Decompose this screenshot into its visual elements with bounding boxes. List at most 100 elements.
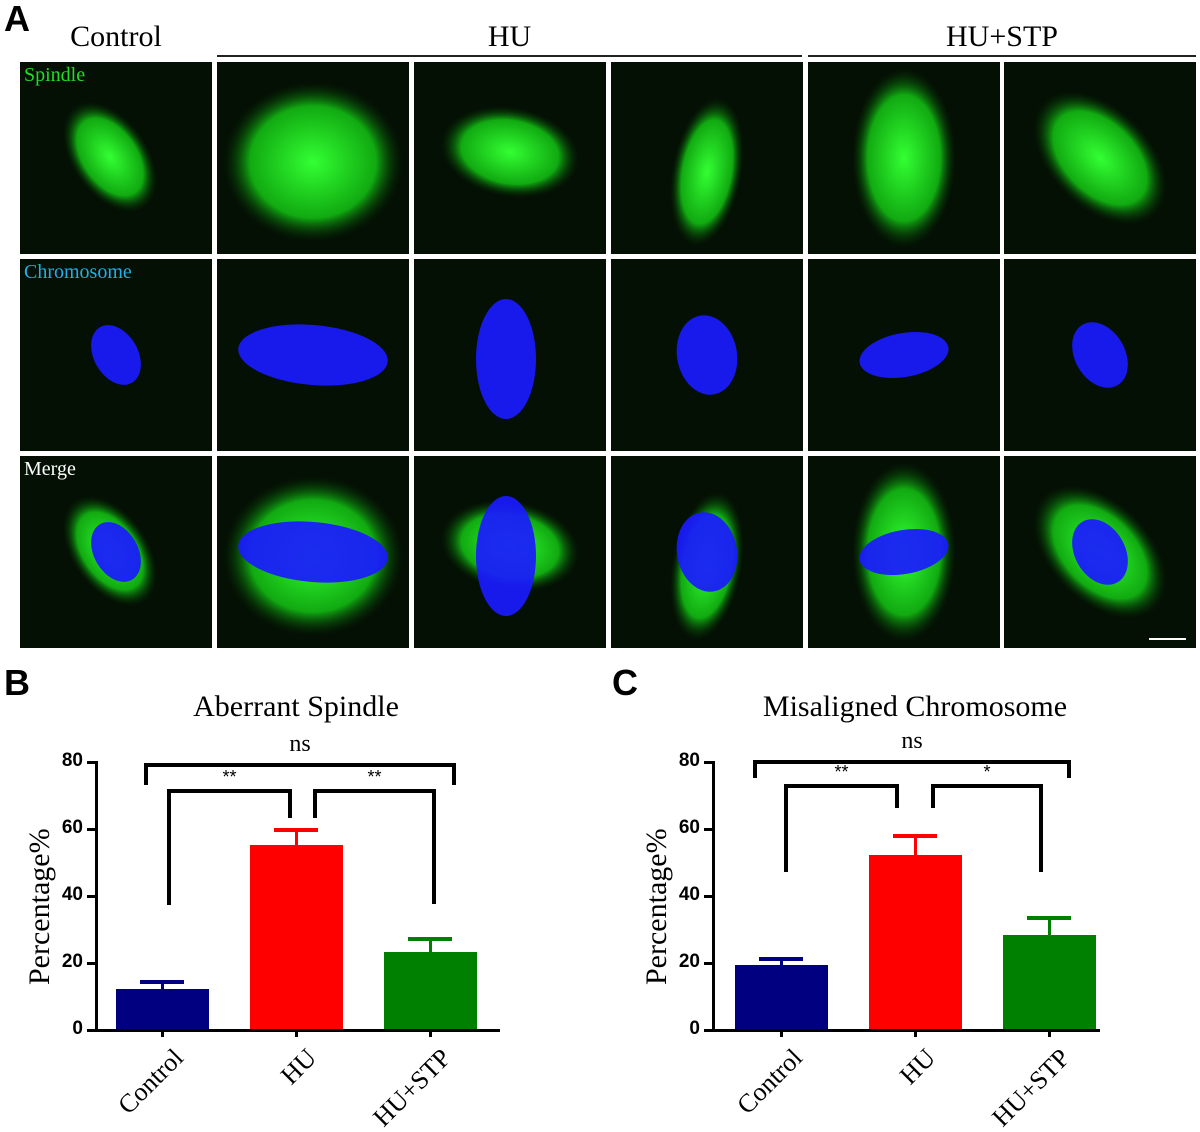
- micrograph-r1-c6: [1004, 62, 1196, 254]
- micrograph-r2-c3: [414, 259, 606, 451]
- micrograph-r1-c5: [808, 62, 1000, 254]
- significance-bracket: [895, 784, 899, 808]
- panel-c-letter: C: [612, 662, 638, 703]
- y-tick: [704, 761, 712, 764]
- bar-control: [734, 965, 828, 1029]
- hu-stp-group-line: [808, 55, 1196, 57]
- x-tick: [294, 1029, 298, 1037]
- y-tick: [704, 962, 712, 965]
- error-cap: [274, 827, 318, 832]
- y-tick: [87, 1029, 95, 1032]
- micrograph-r3-c6: [1004, 456, 1196, 648]
- significance-bracket: [1067, 760, 1071, 778]
- significance-bracket: [313, 789, 317, 818]
- micrograph-r3-c4: [611, 456, 803, 648]
- panel-a-letter: A: [4, 0, 30, 39]
- x-tick-label: Control: [111, 1043, 189, 1120]
- significance-label: **: [222, 767, 237, 787]
- bar-hu: [868, 854, 962, 1029]
- significance-label: *: [983, 762, 991, 782]
- micrograph-r3-c5: [808, 456, 1000, 648]
- micrograph-r1-c1: [20, 62, 212, 254]
- error-bar: [160, 982, 164, 989]
- y-tick-label: 60: [678, 817, 700, 838]
- micrograph-r2-c6: [1004, 259, 1196, 451]
- significance-bracket: [288, 789, 292, 818]
- x-tick: [913, 1029, 917, 1037]
- significance-bracket: [167, 789, 171, 905]
- error-cap: [140, 980, 184, 985]
- significance-bracket: [432, 789, 436, 904]
- significance-bracket: [144, 763, 456, 767]
- micrograph-r2-c5: [808, 259, 1000, 451]
- x-tick-label: HU: [275, 1043, 323, 1091]
- x-tick-label: HU+STP: [367, 1043, 457, 1132]
- y-tick: [87, 761, 95, 764]
- error-cap: [759, 956, 803, 961]
- y-tick-label: 0: [689, 1018, 700, 1039]
- x-tick: [779, 1029, 783, 1037]
- column-header-hu: HU: [487, 20, 532, 53]
- chart-title: Aberrant Spindle: [193, 690, 399, 723]
- significance-bracket: [931, 784, 1043, 788]
- row-label-spindle: Spindle: [24, 64, 86, 86]
- significance-label: ns: [289, 731, 311, 757]
- y-tick-label: 60: [61, 817, 83, 838]
- significance-bracket: [313, 789, 436, 793]
- micrograph-r1-c4: [611, 62, 803, 254]
- x-tick-label: HU+STP: [986, 1043, 1076, 1132]
- column-header-control: Control: [70, 20, 162, 53]
- significance-label: **: [834, 762, 849, 782]
- x-axis: [95, 1029, 500, 1032]
- panel-b-letter: B: [4, 662, 30, 703]
- y-axis: [95, 761, 98, 1031]
- column-header-hu-stp: HU+STP: [946, 20, 1058, 53]
- row-label-chromosome: Chromosome: [24, 261, 132, 283]
- micrograph-r2-c4: [611, 259, 803, 451]
- y-tick: [704, 828, 712, 831]
- y-tick-label: 80: [678, 750, 700, 771]
- y-tick: [87, 962, 95, 965]
- micrograph-r3-c1: [20, 456, 212, 648]
- micrograph-r2-c2: [217, 259, 409, 451]
- y-tick-label: 20: [61, 951, 83, 972]
- bar-hu-stp: [383, 951, 477, 1029]
- error-bar: [294, 829, 298, 845]
- micrograph-r2-c1: [20, 259, 212, 451]
- error-cap: [893, 834, 937, 839]
- significance-bracket: [1039, 784, 1043, 872]
- y-tick: [704, 1029, 712, 1032]
- scale-bar: [1149, 638, 1186, 640]
- row-label-merge: Merge: [24, 458, 76, 480]
- y-axis: [712, 761, 715, 1031]
- y-tick-label: 80: [61, 750, 83, 771]
- micrograph-r1-c3: [414, 62, 606, 254]
- x-axis: [712, 1029, 1100, 1032]
- y-tick: [704, 895, 712, 898]
- x-tick-label: HU: [894, 1043, 942, 1091]
- chart-title: Misaligned Chromosome: [762, 690, 1068, 723]
- significance-label: **: [367, 767, 382, 787]
- bar-control: [115, 988, 209, 1029]
- micrograph-r3-c3: [414, 456, 606, 648]
- y-tick-label: 40: [61, 884, 83, 905]
- y-tick: [87, 828, 95, 831]
- x-tick: [428, 1029, 432, 1037]
- x-tick-label: Control: [730, 1043, 808, 1120]
- micrograph-r1-c2: [217, 62, 409, 254]
- error-bar: [913, 836, 917, 855]
- y-tick: [87, 895, 95, 898]
- x-tick: [1047, 1029, 1051, 1037]
- significance-label: ns: [901, 728, 923, 754]
- significance-bracket: [452, 763, 456, 785]
- bar-hu: [249, 844, 343, 1029]
- error-bar: [779, 958, 783, 966]
- error-bar: [428, 938, 432, 952]
- error-cap: [1027, 916, 1071, 921]
- significance-bracket: [931, 784, 935, 808]
- significance-bracket: [784, 784, 899, 788]
- error-cap: [408, 936, 452, 941]
- significance-bracket: [167, 789, 292, 793]
- significance-bracket: [753, 760, 757, 778]
- x-tick: [160, 1029, 164, 1037]
